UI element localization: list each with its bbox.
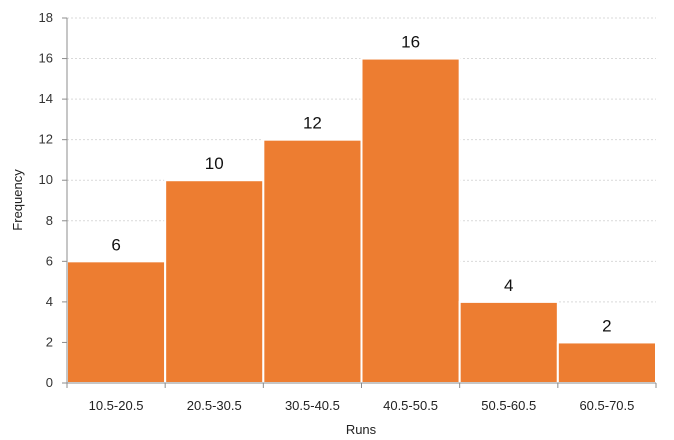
bar xyxy=(458,300,559,384)
x-category-label: 60.5-70.5 xyxy=(579,398,634,413)
bar-value-label: 10 xyxy=(205,154,224,173)
axes xyxy=(62,17,657,388)
bars xyxy=(66,57,657,385)
bar-value-label: 16 xyxy=(401,33,420,52)
bar xyxy=(360,57,461,385)
bar-value-label: 4 xyxy=(504,276,513,295)
y-tick-label: 18 xyxy=(39,10,53,25)
bar-value-label: 12 xyxy=(303,114,322,133)
y-tick-label: 16 xyxy=(39,51,53,66)
y-tick-label: 2 xyxy=(46,334,53,349)
y-tick-label: 4 xyxy=(46,294,53,309)
data-labels: 6 10 12 16 4 2 xyxy=(111,33,611,336)
bar-value-label: 6 xyxy=(111,235,120,254)
y-tick-label: 14 xyxy=(39,91,53,106)
x-category-label: 10.5-20.5 xyxy=(89,398,144,413)
y-tick-label: 0 xyxy=(46,375,53,390)
bar xyxy=(164,179,265,384)
y-tick-label: 10 xyxy=(39,172,53,187)
x-axis-title: Runs xyxy=(346,422,377,437)
y-tick-label: 6 xyxy=(46,253,53,268)
x-category-label: 50.5-60.5 xyxy=(481,398,536,413)
bar-value-label: 2 xyxy=(602,316,611,335)
bar xyxy=(66,260,167,385)
y-tick-label: 12 xyxy=(39,132,53,147)
x-category-label: 30.5-40.5 xyxy=(285,398,340,413)
x-category-labels: 10.5-20.5 20.5-30.5 30.5-40.5 40.5-50.5 50.5… xyxy=(89,398,635,413)
bar xyxy=(262,138,363,384)
bar xyxy=(556,341,657,385)
y-tick-labels: 0 2 4 6 8 10 12 14 16 18 xyxy=(39,10,53,390)
x-category-label: 40.5-50.5 xyxy=(383,398,438,413)
x-category-label: 20.5-30.5 xyxy=(187,398,242,413)
y-tick-label: 8 xyxy=(46,213,53,228)
y-axis-title: Frequency xyxy=(10,169,25,231)
